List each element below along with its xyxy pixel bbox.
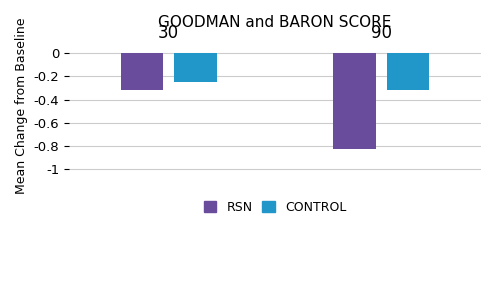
- Title: GOODMAN and BARON SCORE: GOODMAN and BARON SCORE: [158, 15, 392, 30]
- Bar: [121, 53, 163, 90]
- Y-axis label: Mean Change from Baseline: Mean Change from Baseline: [15, 17, 28, 194]
- Text: 90: 90: [371, 24, 392, 42]
- Bar: [333, 53, 376, 149]
- Bar: [387, 53, 429, 90]
- Bar: [174, 53, 217, 82]
- Text: 30: 30: [158, 24, 179, 42]
- Legend: RSN, CONTROL: RSN, CONTROL: [199, 196, 351, 219]
